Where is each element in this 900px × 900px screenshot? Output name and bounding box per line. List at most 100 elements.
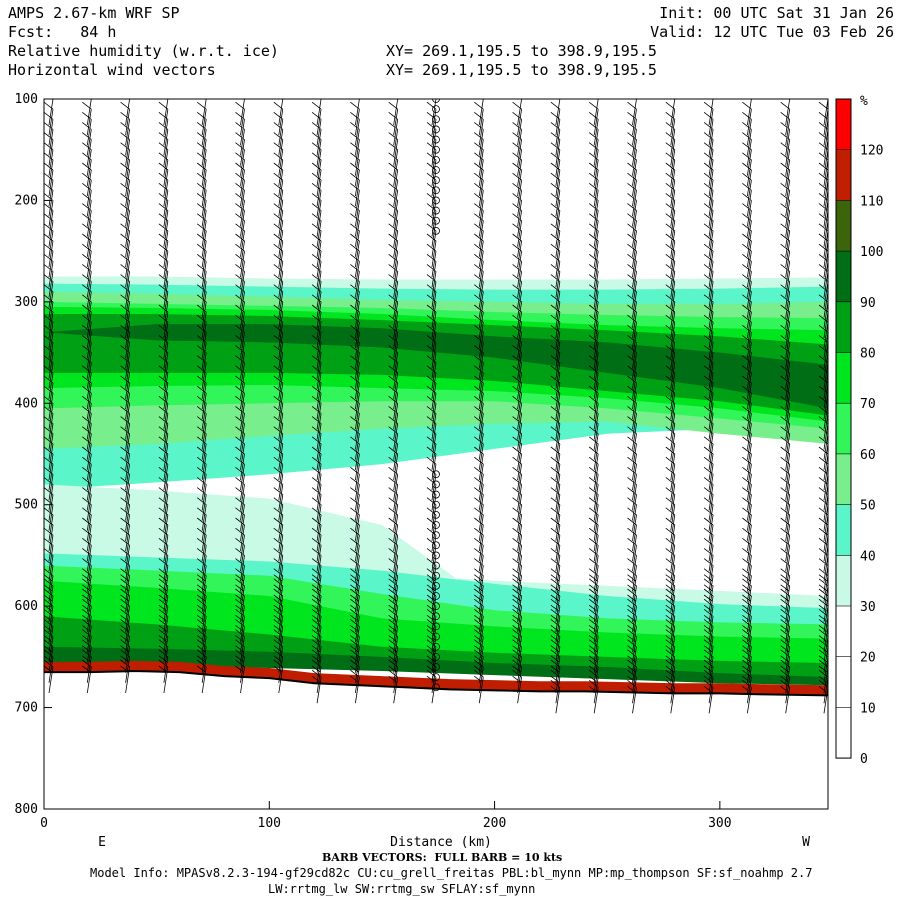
calm-wind-circle (432, 186, 440, 195)
y-tick-label: 500 (15, 498, 38, 513)
colorbar-bin (836, 251, 851, 302)
cross-section-endpoints-1: XY= 269.1,195.5 to 398.9,195.5 (386, 42, 657, 60)
calm-wind-circle (432, 571, 440, 580)
colorbar-label: 20 (860, 651, 876, 666)
colorbar-label: 70 (860, 397, 876, 412)
colorbar-label: 40 (860, 549, 876, 564)
init-time: Init: 00 UTC Sat 31 Jan 26 (659, 4, 894, 22)
colorbar-bin (836, 606, 851, 657)
colorbar-label: 30 (860, 600, 876, 615)
calm-wind-circle (432, 592, 440, 600)
colorbar-bin (836, 707, 851, 759)
calm-wind-circle (432, 196, 440, 205)
colorbar-bin (836, 99, 851, 150)
colorbar-label: 50 (860, 499, 876, 514)
forecast-hour: Fcst: 84 h (8, 23, 117, 41)
wind-barb-column (818, 99, 828, 714)
colorbar-label: 10 (860, 701, 876, 716)
calm-wind-circle (432, 561, 440, 570)
colorbar-label: 0 (860, 752, 868, 767)
calm-wind-circle (432, 551, 440, 560)
colorbar-label: 120 (860, 144, 883, 159)
colorbar-unit: % (860, 94, 868, 109)
calm-wind-circle (432, 176, 440, 185)
calm-wind-circle (432, 531, 440, 540)
colorbar-bin (836, 555, 851, 606)
y-tick-label: 200 (15, 193, 38, 208)
calm-wind-circle (432, 510, 440, 519)
wind-barb-column (550, 99, 561, 714)
wind-barb-column (158, 99, 169, 694)
wind-barb-column (196, 99, 207, 694)
calm-wind-circle (432, 125, 440, 134)
calm-wind-circle (432, 226, 440, 235)
calm-wind-circle (432, 500, 440, 509)
colorbar-bin (836, 656, 851, 708)
cross-section-endpoints-2: XY= 269.1,195.5 to 398.9,195.5 (386, 61, 657, 79)
y-tick-label: 100 (15, 92, 38, 107)
calm-wind-circle (432, 145, 440, 154)
calm-wind-circle (432, 632, 440, 641)
wind-barb-column (311, 99, 322, 704)
valid-time: Valid: 12 UTC Tue 03 Feb 26 (650, 23, 894, 41)
plot-frame (43, 98, 829, 810)
colorbar-bin (836, 403, 851, 454)
colorbar-bin (836, 200, 851, 252)
wind-barb-column (388, 99, 399, 704)
calm-wind-circle (432, 166, 440, 174)
rh-layer-7 (44, 484, 828, 617)
calm-wind-circle (432, 490, 440, 499)
wind-barb-column (44, 99, 54, 694)
barb-legend: BARB VECTORS: FULL BARB = 10 kts (322, 851, 563, 864)
colorbar-bin (836, 504, 851, 556)
calm-wind-circle (432, 480, 440, 489)
x-axis-right-end: W (802, 835, 810, 850)
colorbar-label: 100 (860, 245, 883, 260)
wind-barb-column (120, 99, 130, 694)
wind-barb-column (627, 99, 637, 714)
x-axis-label: Distance (km) (390, 835, 492, 850)
wind-barb-column (665, 99, 676, 714)
calm-wind-circle (432, 652, 440, 661)
wind-barb-column (742, 99, 752, 714)
rh-layer-12 (44, 646, 828, 686)
x-tick-label: 0 (40, 816, 48, 831)
model-info: Model Info: MPASv8.2.3-194-gf29cd82c CU:… (90, 866, 813, 880)
calm-wind-circle (432, 470, 440, 479)
field-name-rh: Relative humidity (w.r.t. ice) (8, 42, 279, 60)
colorbar-label: 90 (860, 296, 876, 311)
calm-wind-circle (432, 602, 440, 611)
wind-barb-column (350, 99, 360, 704)
calm-wind-circle (432, 521, 440, 529)
wind-barb-column (273, 99, 284, 694)
model-title: AMPS 2.67-km WRF SP (8, 4, 180, 22)
calm-wind-circle (432, 541, 440, 550)
calm-wind-circle (432, 206, 440, 215)
calm-wind-circle (432, 105, 440, 114)
wind-barb-column (235, 99, 245, 694)
y-tick-label: 300 (15, 295, 38, 310)
x-tick-label: 300 (708, 816, 731, 831)
calm-wind-circle (432, 612, 440, 621)
wind-barb-column (780, 99, 791, 714)
calm-wind-circle (432, 155, 440, 164)
field-name-wind: Horizontal wind vectors (8, 61, 216, 79)
rh-layer-6 (44, 324, 828, 409)
x-tick-label: 200 (483, 816, 506, 831)
wind-barb-column (474, 99, 484, 704)
calm-wind-circle (432, 115, 440, 124)
y-tick-label: 600 (15, 599, 38, 614)
wind-barb-column (588, 99, 599, 714)
calm-wind-circle (432, 216, 440, 225)
wind-barb-column (703, 99, 714, 714)
colorbar-bin (836, 301, 851, 353)
terrain-line (44, 670, 828, 697)
colorbar-label: 110 (860, 194, 883, 209)
calm-wind-circle (432, 581, 440, 590)
wind-barb-column (82, 99, 92, 694)
y-tick-label: 400 (15, 396, 38, 411)
x-tick-label: 100 (258, 816, 281, 831)
calm-wind-circle (432, 642, 440, 651)
wind-barb-column (512, 99, 522, 704)
